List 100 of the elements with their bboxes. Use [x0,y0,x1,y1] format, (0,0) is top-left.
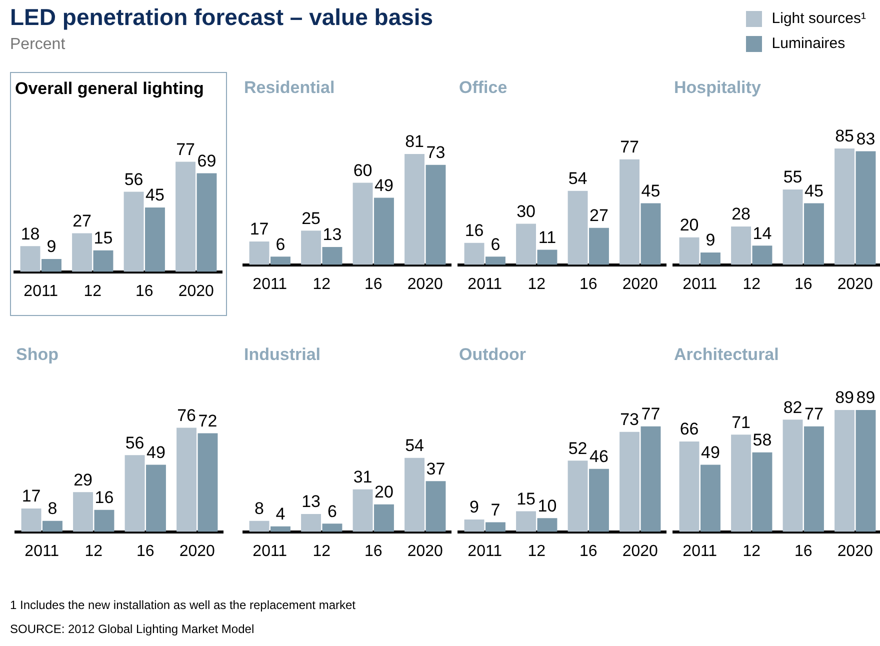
data-label: 29 [74,470,92,490]
x-tick-label: 2011 [468,542,502,560]
data-label: 9 [470,498,479,517]
x-tick-label: 2011 [682,542,718,560]
x-tick-label: 2011 [24,282,58,300]
data-label: 89 [856,388,876,408]
chart-title: Industrial [244,344,321,364]
data-label: 11 [538,228,556,247]
data-label: 4 [276,504,286,524]
data-label: 31 [353,468,372,487]
bar [620,432,640,532]
x-tick-label: 2011 [468,276,502,293]
x-tick-label: 12 [742,542,761,560]
x-tick-label: 16 [364,542,382,560]
x-tick-label: 2020 [178,282,214,300]
bar [21,508,42,532]
data-label: 28 [732,204,750,224]
text: LED penetration forecast – value basis [10,4,434,31]
bar [856,410,876,532]
data-label: 77 [176,140,195,159]
bar [196,173,217,272]
bar [640,426,661,532]
bar [426,164,446,265]
data-label: 16 [464,221,484,240]
bar [404,154,424,265]
x-tick-label: 16 [136,542,154,560]
bar [640,203,661,265]
data-label: 60 [353,160,372,180]
bar [731,434,751,532]
bar [42,258,62,272]
x-tick-label: 2011 [682,276,718,293]
chart-title: Hospitality [674,78,762,97]
data-label: 56 [125,433,144,452]
data-label: 45 [641,181,660,200]
x-tick-label: 2020 [837,542,874,560]
bar [568,190,588,265]
x-tick-label: 12 [528,276,546,293]
x-tick-label: 2020 [837,276,874,293]
bar [568,460,588,532]
data-label: 9 [706,230,716,250]
x-tick-label: 12 [312,542,331,560]
legend-label: Light sources¹ [772,10,866,27]
data-label: 6 [276,234,286,254]
bar [589,468,609,532]
x-tick-label: 2011 [252,276,288,293]
data-label: 7 [490,500,500,520]
data-label: 85 [835,126,854,146]
data-label: 15 [94,228,113,248]
data-label: 81 [405,132,424,152]
data-label: 6 [328,502,337,521]
bar [537,250,558,265]
bar [679,441,700,532]
data-label: 18 [20,224,40,244]
data-label: 69 [197,151,216,170]
data-label: 52 [568,438,588,458]
bar [20,246,40,272]
data-label: 58 [752,430,772,450]
data-label: 49 [374,176,394,195]
data-label: 13 [302,492,320,512]
bar [93,250,114,272]
data-label: 14 [752,224,772,243]
legend-label: Luminaires [772,35,846,52]
data-label: 8 [254,499,264,518]
chart-title: Shop [16,344,58,364]
x-tick-label: 2020 [622,276,658,293]
bar [752,452,772,532]
bar [486,256,506,265]
x-tick-label: 12 [84,542,103,560]
bar [301,514,321,532]
data-label: 9 [46,237,56,256]
bar [72,233,92,272]
x-tick-label: 2020 [179,542,216,560]
bar [374,198,394,265]
bar [249,520,270,532]
data-label: 77 [641,404,660,424]
bar [464,242,484,265]
x-tick-label: 12 [312,276,331,293]
bar [834,410,854,532]
data-label: 16 [94,488,114,508]
bar [516,511,536,532]
data-label: 54 [405,436,424,456]
data-label: 49 [701,442,720,462]
source-note: SOURCE: 2012 Global Lighting Market Model [10,622,254,636]
data-label: 56 [124,170,144,189]
bar [146,464,166,532]
chart-title: Office [459,78,508,97]
data-label: 54 [568,169,588,188]
bar [464,519,484,532]
bar [700,464,720,532]
data-label: 20 [374,482,394,502]
bar [589,228,609,265]
data-label: 82 [783,398,802,417]
x-tick-label: 12 [742,276,761,293]
x-tick-label: 16 [579,276,598,293]
bar [270,256,290,265]
data-label: 45 [146,186,164,205]
bar [352,182,373,265]
bar [537,518,558,532]
bar [42,520,62,532]
bar [731,226,751,265]
